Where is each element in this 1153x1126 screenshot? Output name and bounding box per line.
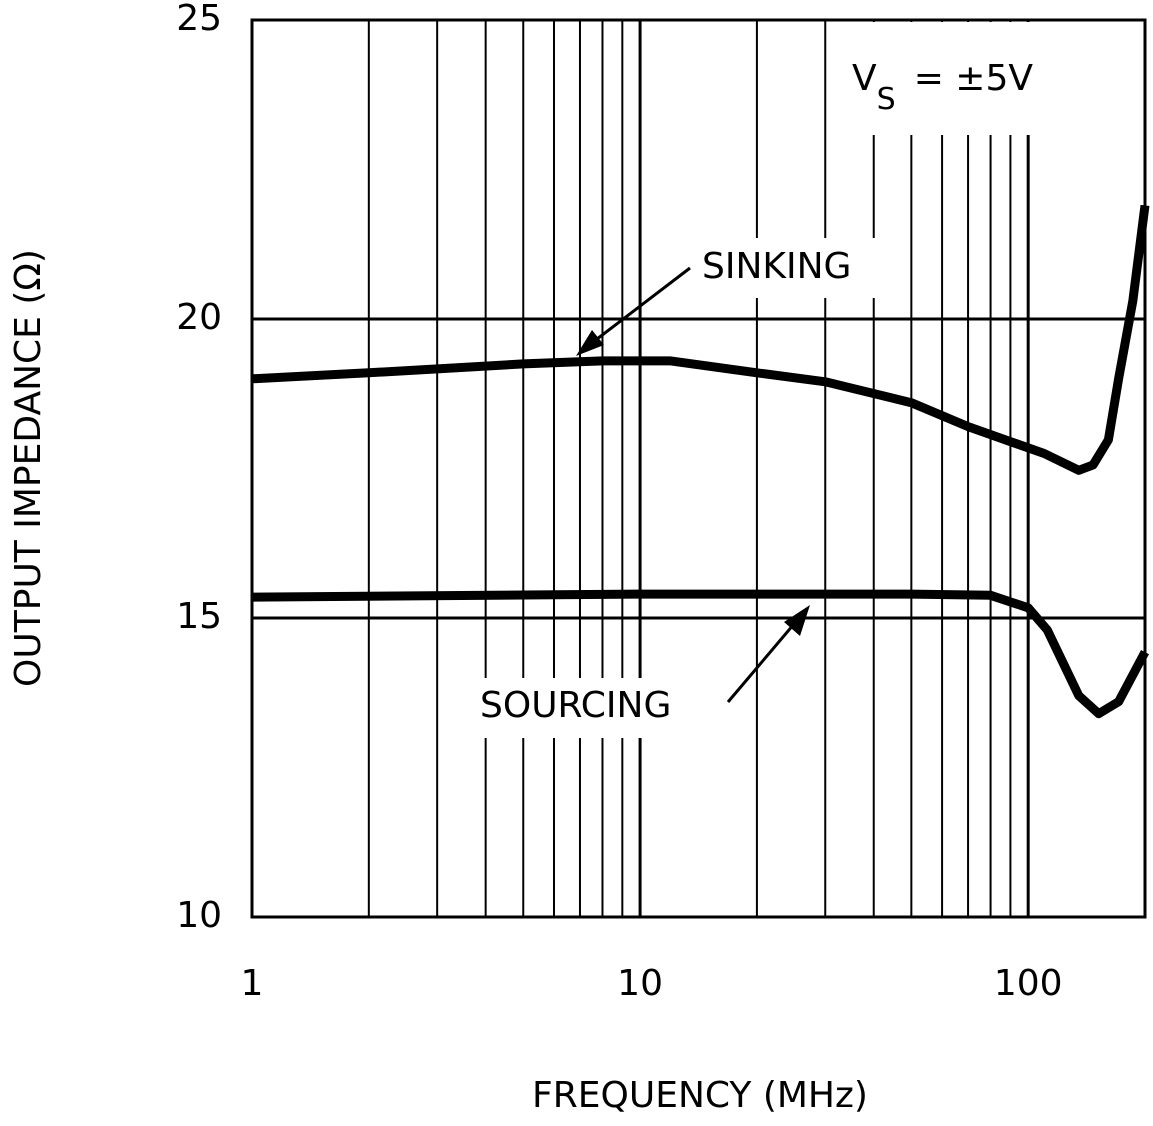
grid bbox=[250, 20, 1145, 917]
y-tick-label: 25 bbox=[176, 0, 222, 39]
lines bbox=[251, 204, 1150, 719]
annotation: VS = ±5V bbox=[852, 58, 1033, 117]
arrowhead bbox=[784, 605, 810, 636]
y-tick-label: 15 bbox=[176, 596, 222, 637]
plot-frame bbox=[250, 18, 1147, 919]
y-axis-label: OUTPUT IMPEDANCE (Ω) bbox=[8, 249, 49, 687]
series-line bbox=[251, 589, 1149, 719]
y-tick-label: 10 bbox=[176, 895, 222, 936]
series-line bbox=[251, 204, 1150, 475]
x-tick-label: 10 bbox=[617, 963, 663, 1004]
annotation-subscript: S bbox=[877, 82, 896, 117]
label-background bbox=[470, 678, 710, 738]
x-tick-label: 100 bbox=[994, 963, 1063, 1004]
label-background bbox=[835, 22, 1145, 135]
y-tick-label: 20 bbox=[176, 297, 222, 338]
series-label: SOURCING bbox=[480, 685, 671, 726]
x-tick-label: 1 bbox=[241, 963, 264, 1004]
label-background bbox=[692, 238, 892, 298]
x-axis-label: FREQUENCY (MHz) bbox=[532, 1075, 868, 1116]
series-label: SINKING bbox=[702, 246, 851, 287]
annotation-suffix: = ±5V bbox=[914, 58, 1034, 99]
annotation-main: V bbox=[852, 58, 877, 99]
arrowhead bbox=[576, 330, 604, 356]
